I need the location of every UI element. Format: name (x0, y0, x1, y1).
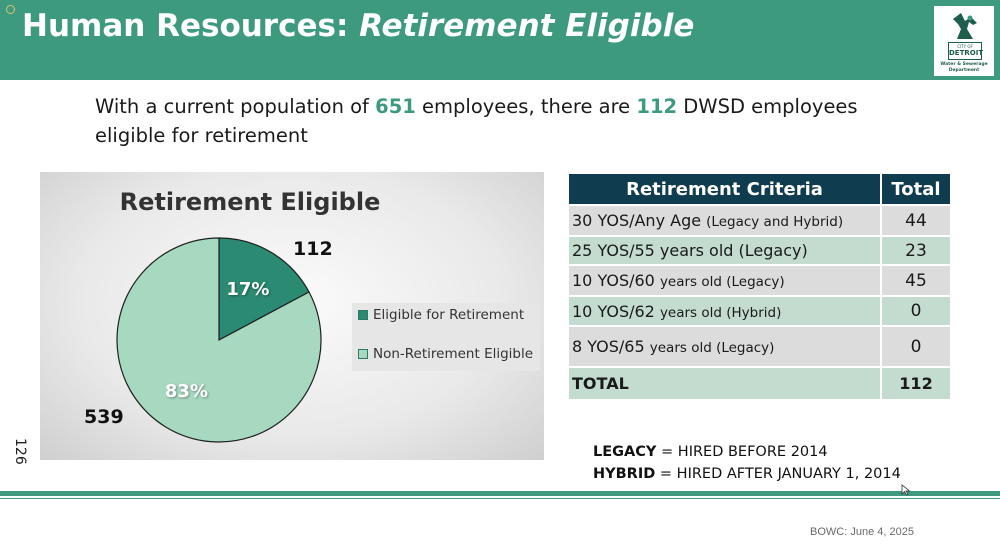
hybrid-term: HYBRID (593, 466, 656, 482)
count-label-eligible: 112 (293, 238, 333, 260)
legend-label-non-eligible: Non-Retirement Eligible (373, 346, 534, 362)
logo-dept-line2: Department (948, 68, 980, 73)
chart-title-text: Retirement Eligible (119, 188, 381, 216)
eligible-count: 112 (636, 95, 678, 118)
criteria-note: years old (Legacy) (649, 340, 775, 356)
pie-slice-non-eligible (116, 237, 322, 443)
mouse-cursor-icon (901, 484, 911, 496)
slice-label-eligible: 17% (226, 278, 270, 300)
slide-title-emphasis: Retirement Eligible (359, 8, 695, 44)
logo-city-name: DETROIT (949, 49, 984, 57)
table-total-row: TOTAL 112 (567, 366, 952, 401)
total-cell: 44 (880, 204, 952, 237)
criteria-main: 10 YOS/60 (572, 271, 660, 290)
table-header-criteria: Retirement Criteria (567, 172, 882, 206)
legacy-term: LEGACY (593, 444, 657, 460)
intro-part2: employees, there are (415, 95, 637, 118)
footer-date: BOWC: June 4, 2025 (810, 526, 914, 538)
criteria-note: (Legacy and Hybrid) (706, 214, 844, 230)
intro-part3: DWSD employees eligible for retirement (95, 95, 858, 147)
legend-label-eligible: Eligible for Retirement (373, 307, 525, 323)
hybrid-definition: HYBRID = HIRED AFTER JANUARY 1, 2014 (593, 463, 901, 485)
total-cell: 0 (880, 325, 952, 368)
logo-dept-line1: Water & Sewerage (940, 62, 988, 67)
spirit-of-detroit-icon (953, 13, 977, 39)
criteria-note: years old (Hybrid) (659, 304, 782, 321)
criteria-main: 10 YOS/62 (572, 301, 660, 321)
chart-title: Retirement Eligible (0, 188, 500, 216)
footer-rule (0, 491, 1000, 496)
criteria-note: years old (Legacy) (659, 274, 785, 290)
retirement-criteria-table: Retirement Criteria Total 30 YOS/Any Age… (567, 172, 952, 401)
page-number: 126 (12, 438, 28, 465)
intro-statement: With a current population of 651 employe… (95, 92, 915, 150)
bullet-dot-icon (6, 5, 15, 14)
criteria-cell: 10 YOS/62 years old (Hybrid) (567, 295, 882, 327)
population-count: 651 (375, 95, 416, 118)
criteria-cell: 8 YOS/65 years old (Legacy) (567, 325, 882, 368)
footer-rule-thin (0, 498, 1000, 499)
chart-legend: Eligible for Retirement Non-Retirement E… (352, 303, 540, 371)
slide-title-plain: Human Resources: (22, 8, 360, 44)
table-row: 10 YOS/62 years old (Hybrid) 0 (567, 295, 952, 327)
definitions: LEGACY = HIRED BEFORE 2014 HYBRID = HIRE… (593, 441, 901, 485)
criteria-main: 25 YOS/55 years old (Legacy) (572, 241, 808, 260)
total-cell: 45 (880, 264, 952, 297)
total-cell: 23 (880, 235, 952, 266)
table-header-total: Total (880, 172, 952, 206)
hybrid-def: = HIRED AFTER JANUARY 1, 2014 (655, 466, 901, 482)
legend-swatch-eligible (358, 310, 368, 320)
criteria-main: 8 YOS/65 (572, 337, 650, 356)
criteria-cell: 30 YOS/Any Age (Legacy and Hybrid) (567, 204, 882, 237)
slide-header: Human Resources: Retirement Eligible CIT… (0, 0, 1000, 80)
table-row: 8 YOS/65 years old (Legacy) 0 (567, 325, 952, 368)
logo-department: Water & Sewerage Department (934, 62, 994, 74)
dwsd-logo: CITY OF DETROIT Water & Sewerage Departm… (934, 6, 994, 76)
slide-title: Human Resources: Retirement Eligible (22, 8, 694, 44)
legend-swatch-non-eligible (358, 349, 368, 359)
pie-slice-eligible (218, 237, 310, 341)
table-row: 25 YOS/55 years old (Legacy) 23 (567, 235, 952, 266)
intro-part1: With a current population of (95, 95, 376, 118)
table-row: 30 YOS/Any Age (Legacy and Hybrid) 44 (567, 204, 952, 237)
total-cell: 0 (880, 295, 952, 327)
table-header-row: Retirement Criteria Total (567, 172, 952, 206)
criteria-cell: 25 YOS/55 years old (Legacy) (567, 235, 882, 266)
total-value-cell: 112 (880, 366, 952, 401)
legacy-def: = HIRED BEFORE 2014 (656, 444, 828, 460)
logo-city-line: CITY OF (957, 44, 973, 49)
count-label-non-eligible: 539 (84, 406, 124, 428)
legacy-definition: LEGACY = HIRED BEFORE 2014 (593, 441, 901, 463)
logo-box: CITY OF DETROIT (948, 42, 984, 60)
table-row: 10 YOS/60 years old (Legacy) 45 (567, 264, 952, 297)
total-label-cell: TOTAL (567, 366, 882, 401)
criteria-cell: 10 YOS/60 years old (Legacy) (567, 264, 882, 297)
legend-item-non-eligible: Non-Retirement Eligible (358, 346, 533, 366)
criteria-main: 30 YOS/Any Age (572, 211, 707, 230)
legend-item-eligible: Eligible for Retirement (358, 307, 524, 327)
slice-label-non-eligible: 83% (164, 381, 208, 403)
